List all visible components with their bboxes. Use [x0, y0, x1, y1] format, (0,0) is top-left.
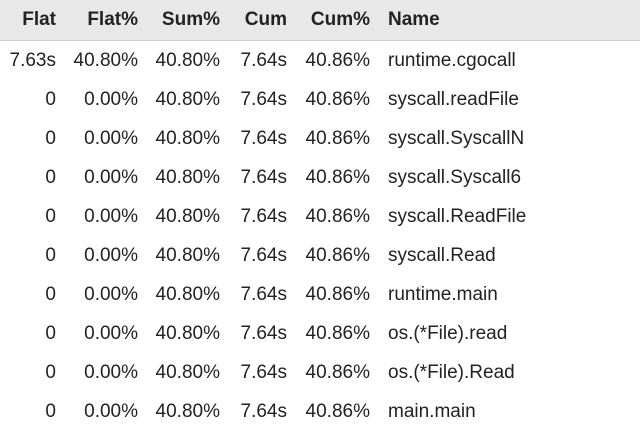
cum-cell: 7.64s [220, 236, 287, 275]
cum-percent-cell: 40.86% [287, 236, 370, 275]
sum-percent-cell: 40.80% [138, 314, 220, 353]
cum-percent-cell: 40.86% [287, 41, 370, 81]
column-header-flat-percent[interactable]: Flat% [56, 0, 138, 41]
sum-percent-cell: 40.80% [138, 275, 220, 314]
flat-percent-cell: 0.00% [56, 353, 138, 392]
sum-percent-cell: 40.80% [138, 80, 220, 119]
sum-percent-cell: 40.80% [138, 392, 220, 431]
flat-cell: 0 [0, 314, 56, 353]
name-cell: main.main [370, 392, 640, 431]
cum-cell: 7.64s [220, 41, 287, 81]
flat-cell: 0 [0, 197, 56, 236]
sum-percent-cell: 40.80% [138, 197, 220, 236]
cum-cell: 7.64s [220, 392, 287, 431]
cum-percent-cell: 40.86% [287, 353, 370, 392]
name-cell: os.(*File).read [370, 314, 640, 353]
name-cell: runtime.main [370, 275, 640, 314]
flat-percent-cell: 0.00% [56, 80, 138, 119]
cum-cell: 7.64s [220, 158, 287, 197]
flat-percent-cell: 0.00% [56, 392, 138, 431]
flat-percent-cell: 0.00% [56, 119, 138, 158]
column-header-sum-percent[interactable]: Sum% [138, 0, 220, 41]
flat-cell: 0 [0, 236, 56, 275]
name-cell: syscall.ReadFile [370, 197, 640, 236]
column-header-name[interactable]: Name [370, 0, 640, 41]
sum-percent-cell: 40.80% [138, 236, 220, 275]
cum-percent-cell: 40.86% [287, 158, 370, 197]
name-cell: syscall.Read [370, 236, 640, 275]
flat-cell: 0 [0, 353, 56, 392]
column-header-cum-percent[interactable]: Cum% [287, 0, 370, 41]
name-cell: syscall.readFile [370, 80, 640, 119]
flat-percent-cell: 0.00% [56, 236, 138, 275]
column-header-cum[interactable]: Cum [220, 0, 287, 41]
table-header: Flat Flat% Sum% Cum Cum% Name [0, 0, 640, 41]
flat-percent-cell: 40.80% [56, 41, 138, 81]
flat-percent-cell: 0.00% [56, 158, 138, 197]
cum-percent-cell: 40.86% [287, 119, 370, 158]
cum-cell: 7.64s [220, 353, 287, 392]
flat-percent-cell: 0.00% [56, 314, 138, 353]
flat-cell: 0 [0, 80, 56, 119]
flat-percent-cell: 0.00% [56, 275, 138, 314]
cum-cell: 7.64s [220, 119, 287, 158]
cum-cell: 7.64s [220, 197, 287, 236]
header-row: Flat Flat% Sum% Cum Cum% Name [0, 0, 640, 41]
cum-percent-cell: 40.86% [287, 314, 370, 353]
cum-percent-cell: 40.86% [287, 392, 370, 431]
sum-percent-cell: 40.80% [138, 119, 220, 158]
cum-cell: 7.64s [220, 275, 287, 314]
sum-percent-cell: 40.80% [138, 158, 220, 197]
name-cell: syscall.SyscallN [370, 119, 640, 158]
flat-cell: 0 [0, 158, 56, 197]
flat-cell: 0 [0, 275, 56, 314]
column-header-flat[interactable]: Flat [0, 0, 56, 41]
name-cell: syscall.Syscall6 [370, 158, 640, 197]
cum-percent-cell: 40.86% [287, 80, 370, 119]
cum-percent-cell: 40.86% [287, 197, 370, 236]
cum-cell: 7.64s [220, 314, 287, 353]
cum-cell: 7.64s [220, 80, 287, 119]
cum-percent-cell: 40.86% [287, 275, 370, 314]
name-cell: runtime.cgocall [370, 41, 640, 81]
flat-cell: 7.63s [0, 41, 56, 81]
flat-cell: 0 [0, 392, 56, 431]
name-cell: os.(*File).Read [370, 353, 640, 392]
flat-cell: 0 [0, 119, 56, 158]
flat-percent-cell: 0.00% [56, 197, 138, 236]
sum-percent-cell: 40.80% [138, 41, 220, 81]
sum-percent-cell: 40.80% [138, 353, 220, 392]
